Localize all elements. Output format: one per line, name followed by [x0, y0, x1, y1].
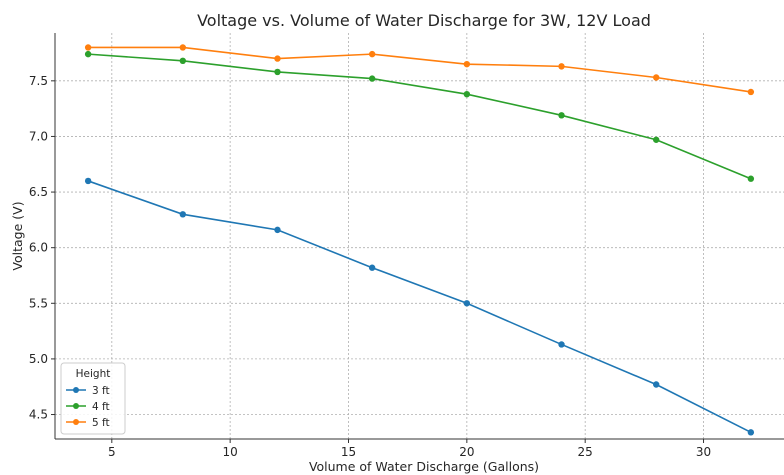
legend-entry: 5 ft — [66, 417, 110, 429]
legend-swatch-marker — [73, 419, 79, 425]
x-tick-label: 20 — [459, 445, 474, 459]
data-point — [747, 429, 755, 436]
data-point — [274, 55, 281, 62]
series-5-ft — [84, 44, 755, 96]
data-point — [463, 60, 471, 68]
series-3-ft — [84, 177, 755, 436]
series-4-ft — [84, 50, 755, 182]
data-point — [368, 264, 376, 271]
series-line — [87, 180, 752, 434]
y-tick-label: 7.0 — [29, 129, 48, 143]
data-point — [558, 341, 565, 348]
data-point — [463, 300, 471, 307]
x-tick-label: 25 — [578, 445, 593, 459]
data-point — [558, 63, 565, 70]
y-ticks: 4.5 5.0 5.5 6.0 6.5 7.0 7.5 — [29, 74, 55, 422]
y-tick-label: 5.0 — [29, 352, 48, 366]
x-tick-label: 5 — [108, 445, 116, 459]
data-point — [652, 381, 660, 388]
data-point — [84, 177, 92, 185]
legend: Height 3 ft 4 ft 5 ft — [60, 362, 126, 435]
y-tick-label: 6.0 — [29, 241, 48, 255]
y-tick-label: 7.5 — [29, 74, 48, 88]
legend-label: 5 ft — [92, 417, 110, 429]
data-point — [84, 50, 92, 58]
grid-lines — [55, 33, 784, 439]
legend-title: Height — [76, 368, 111, 380]
legend-entry: 4 ft — [66, 401, 110, 413]
data-point — [368, 75, 376, 82]
x-ticks: 5 10 15 20 25 30 — [108, 439, 711, 459]
data-point — [652, 74, 660, 81]
data-point — [179, 57, 187, 65]
chart-title: Voltage vs. Volume of Water Discharge fo… — [197, 11, 651, 30]
legend-swatch-marker — [73, 403, 79, 409]
data-point — [84, 44, 92, 51]
data-point — [274, 68, 281, 76]
data-point — [179, 44, 187, 51]
y-tick-label: 5.5 — [29, 296, 48, 310]
x-axis-label: Volume of Water Discharge (Gallons) — [309, 459, 539, 474]
legend-label: 3 ft — [92, 385, 110, 397]
legend-entries: 3 ft 4 ft 5 ft — [66, 385, 110, 429]
x-tick-label: 30 — [696, 445, 711, 459]
x-tick-label: 15 — [341, 445, 356, 459]
data-point — [747, 175, 755, 182]
axes — [54, 33, 784, 440]
data-point — [558, 112, 565, 119]
data-point — [368, 50, 376, 58]
legend-swatch-marker — [73, 387, 79, 393]
y-tick-label: 4.5 — [29, 408, 48, 422]
y-axis-label: Voltage (V) — [10, 201, 25, 270]
legend-label: 4 ft — [92, 401, 110, 413]
series-group — [84, 44, 755, 436]
x-tick-label: 10 — [223, 445, 238, 459]
data-point — [179, 211, 187, 218]
data-point — [747, 88, 755, 96]
data-point — [463, 90, 471, 98]
series-line — [88, 46, 751, 93]
series-line — [88, 53, 752, 180]
y-tick-label: 6.5 — [29, 185, 48, 199]
legend-box — [60, 362, 126, 435]
data-point — [274, 226, 281, 234]
data-point — [652, 136, 660, 143]
legend-entry: 3 ft — [66, 385, 110, 397]
